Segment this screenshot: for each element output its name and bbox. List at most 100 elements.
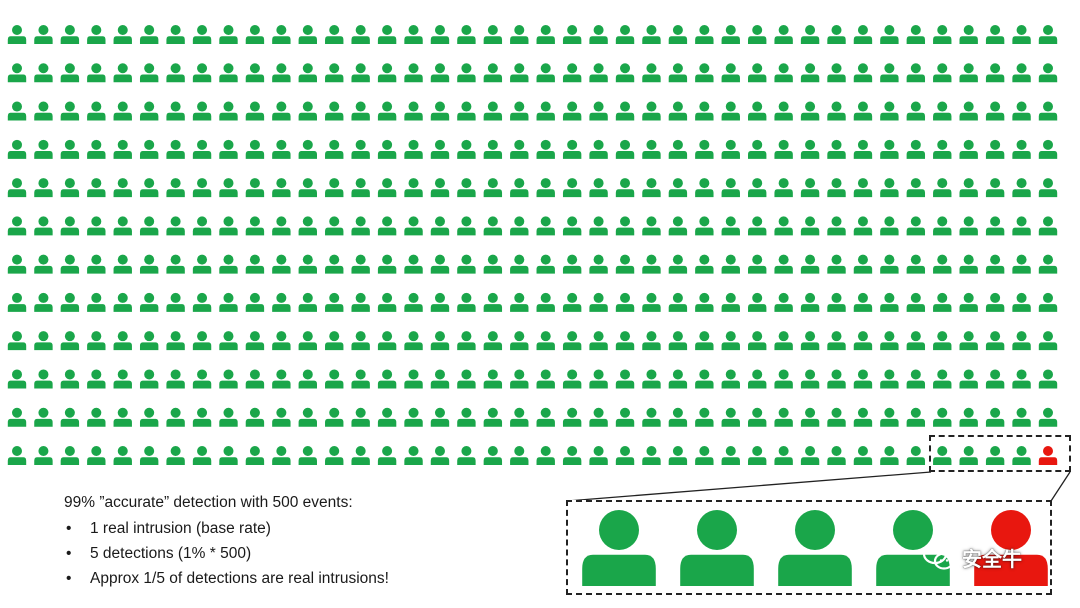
person-icon [906,63,926,83]
person-icon [695,25,714,44]
person-icon [483,369,503,389]
person-icon [325,216,344,236]
person-icon [827,407,846,427]
person-icon [113,369,132,389]
person-icon [615,63,635,83]
person-icon [721,407,740,427]
person-icon [7,369,27,389]
person-icon [351,254,370,274]
person-icon [377,216,397,236]
person-icon [721,446,740,465]
person-icon [985,101,1005,121]
person-icon [589,25,608,44]
person-icon [245,63,265,83]
person-icon [642,139,661,159]
person-icon [272,139,291,159]
person-icon [166,254,185,274]
person-icon [853,178,873,198]
person-icon [827,101,846,121]
person-icon [642,178,661,198]
person-icon [562,292,582,312]
highlight-frame [929,435,1071,472]
caption-block: 99% ”accurate” detection with 500 events… [64,490,544,591]
person-icon [774,446,793,465]
person-icon [536,407,555,427]
person-icon [457,63,476,83]
person-icon [87,331,106,351]
person-icon [192,216,212,236]
person-icon [800,139,820,159]
person-icon [959,139,978,159]
wechat-icon [922,543,955,570]
person-icon [800,331,820,351]
person-icon [219,178,238,198]
person-icon [510,101,529,121]
person-icon [430,292,450,312]
person-icon [695,446,714,465]
person-icon [113,331,132,351]
person-icon [536,101,555,121]
person-icon [272,63,291,83]
person-icon [298,25,317,44]
person-icon [166,25,185,44]
person-icon [457,25,476,44]
person-icon [34,216,53,236]
person-icon [562,25,582,44]
person-icon [404,292,423,312]
person-icon [166,216,185,236]
watermark: 安全牛 [922,540,1022,574]
person-icon [1038,216,1058,236]
person-icon [166,139,185,159]
person-icon [192,369,212,389]
person-icon [166,292,185,312]
person-icon [219,216,238,236]
person-icon [7,25,27,44]
person-icon [457,178,476,198]
person-icon [642,292,661,312]
person-icon [7,139,27,159]
person-icon [827,63,846,83]
person-icon [668,25,688,44]
person-icon [34,101,53,121]
person-icon [60,407,80,427]
person-icon [87,254,106,274]
person-icon [1038,407,1058,427]
person-icon [60,446,80,465]
person-icon [827,139,846,159]
person-icon [139,369,159,389]
person-icon [377,446,397,465]
person-icon [853,446,873,465]
person-icon [536,254,555,274]
zoom-panel [566,500,1052,595]
person-icon [430,63,450,83]
person-icon [959,446,978,465]
person-icon [748,216,767,236]
person-icon [615,331,635,351]
person-icon [34,446,53,465]
caption-bullet: 5 detections (1% * 500) [64,541,544,566]
person-icon [34,139,53,159]
person-icon [219,139,238,159]
person-icon [880,369,899,389]
person-icon [774,25,793,44]
person-icon [87,139,106,159]
person-icon [139,139,159,159]
connector-line-right [1050,471,1071,502]
person-icon [139,254,159,274]
person-icon [34,254,53,274]
person-icon [985,178,1005,198]
person-icon [457,407,476,427]
person-icon [483,292,503,312]
person-icon [827,25,846,44]
person-icon [985,292,1005,312]
person-icon [800,101,820,121]
person-icon [774,178,793,198]
person-icon [985,139,1005,159]
person-icon [668,254,688,274]
person-icon [695,178,714,198]
person-icon [589,63,608,83]
person-icon [483,139,503,159]
person-icon [589,216,608,236]
person-icon [87,292,106,312]
person-icon [668,139,688,159]
